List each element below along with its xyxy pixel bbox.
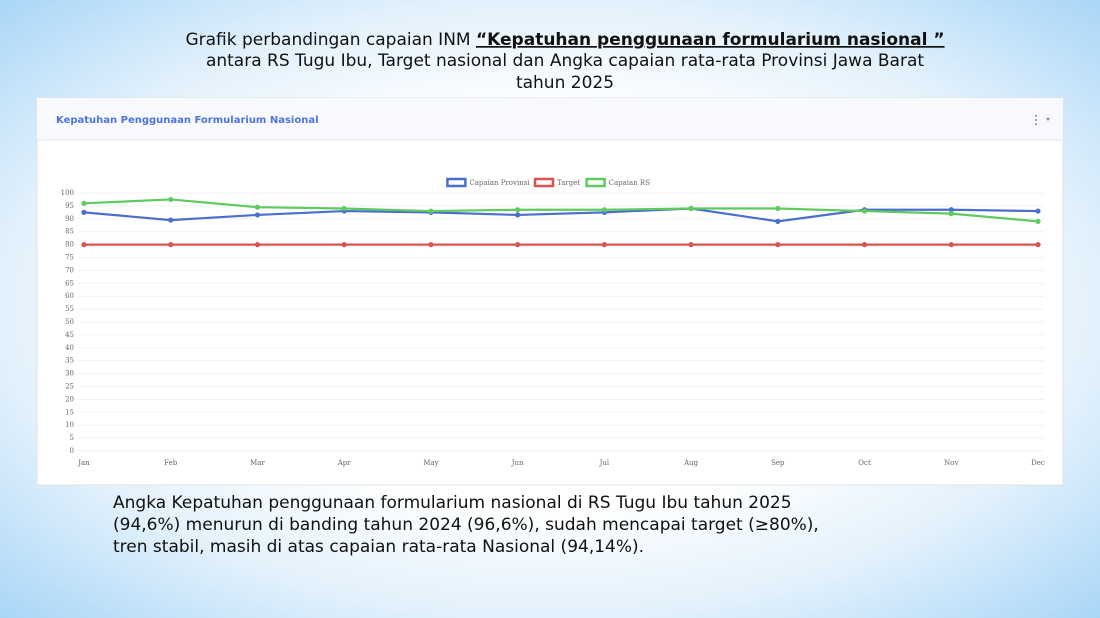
y-tick-label: 70 <box>65 266 74 274</box>
x-tick-label: Feb <box>164 459 178 467</box>
menu-caret[interactable] <box>1046 118 1050 121</box>
menu-dot[interactable] <box>1035 123 1037 125</box>
data-point <box>775 205 781 212</box>
y-tick-label: 20 <box>65 395 74 403</box>
data-point <box>688 242 694 248</box>
x-tick-label: Mar <box>250 459 265 467</box>
data-point <box>341 242 347 248</box>
data-point <box>601 242 607 248</box>
data-point <box>775 242 781 248</box>
data-point <box>775 218 781 224</box>
footer-line: (94,6%) menurun di banding tahun 2024 (9… <box>113 515 819 535</box>
header-emphasis: “Kepatuhan penggunaan formularium nasion… <box>476 30 945 50</box>
y-tick-label: 55 <box>65 305 74 313</box>
plot: 0 5 10 15 20 25 30 35 40 45 50 55 60 65 70 75 80 85 90 95 10… <box>61 177 1045 467</box>
x-tick-label: Jan <box>77 459 90 467</box>
menu-dot[interactable] <box>1035 115 1037 117</box>
y-tick-label: 25 <box>65 383 74 391</box>
legend-label: Capaian RS <box>609 179 651 187</box>
y-tick-label: 45 <box>65 331 74 339</box>
data-point <box>168 242 174 248</box>
data-point <box>254 204 261 210</box>
y-tick-label: 35 <box>65 357 74 365</box>
data-point <box>515 207 521 213</box>
y-tick-label: 60 <box>65 292 74 300</box>
x-tick-label: Aug <box>683 459 699 467</box>
data-point <box>428 208 434 214</box>
y-tick-label: 0 <box>70 447 74 455</box>
footer-line: Angka Kepatuhan penggunaan formularium n… <box>113 493 792 513</box>
data-point <box>515 212 521 218</box>
data-point <box>428 242 434 248</box>
y-tick-label: 75 <box>65 254 74 262</box>
legend-label: Capaian Provinsi <box>469 179 530 187</box>
x-tick-label: Oct <box>858 459 871 467</box>
y-tick-label: 85 <box>65 228 74 236</box>
series-line <box>83 207 1039 223</box>
y-tick-label: 10 <box>65 421 74 429</box>
panel-header <box>37 98 1063 140</box>
data-point <box>168 217 174 223</box>
y-tick-label: 40 <box>65 344 74 352</box>
series-line <box>83 198 1039 223</box>
x-tick-label: Jul <box>599 459 610 467</box>
data-point <box>948 242 954 248</box>
panel-menu[interactable] <box>1035 115 1050 125</box>
data-point <box>341 205 347 212</box>
data-point <box>81 200 87 206</box>
legend-swatch <box>585 177 606 188</box>
x-tick-label: May <box>423 459 438 467</box>
data-point <box>948 211 954 217</box>
data-point <box>948 207 954 213</box>
x-tick-label: Sep <box>771 459 785 467</box>
data-point <box>81 242 87 248</box>
data-point <box>688 205 694 212</box>
y-tick-label: 80 <box>65 241 74 249</box>
y-tick-label: 5 <box>70 434 74 442</box>
y-tick-label: 95 <box>65 202 74 210</box>
x-tick-label: Apr <box>337 459 352 467</box>
y-tick-label: 15 <box>65 408 74 416</box>
x-tick-label: Dec <box>1031 459 1045 467</box>
data-point <box>1035 208 1041 214</box>
data-point <box>515 242 521 248</box>
data-point <box>81 209 87 215</box>
chart-title: Kepatuhan Penggunaan Formularium Nasiona… <box>56 115 319 126</box>
y-tick-label: 30 <box>65 370 74 378</box>
y-tick-label: 90 <box>65 215 74 223</box>
y-tick-label: 65 <box>65 279 74 287</box>
menu-dot[interactable] <box>1035 119 1037 121</box>
data-point <box>168 196 174 203</box>
data-point <box>1035 242 1041 248</box>
y-tick-label: 50 <box>65 318 74 326</box>
data-point <box>861 242 868 248</box>
x-tick-label: Nov <box>944 459 958 467</box>
legend-swatch <box>533 177 555 188</box>
data-point <box>601 207 607 213</box>
header-text: Grafik perbandingan capaian INM <box>185 30 476 50</box>
header-line: antara RS Tugu Ibu, Target nasional dan … <box>206 51 924 71</box>
legend-swatch <box>446 177 467 188</box>
data-point <box>861 208 868 214</box>
data-point <box>1035 218 1041 224</box>
header-line: Grafik perbandingan capaian INM “Kepatuh… <box>185 30 944 50</box>
header-line: tahun 2025 <box>516 73 614 93</box>
y-tick-label: 100 <box>61 189 74 197</box>
data-point <box>254 212 261 218</box>
legend-label: Target <box>557 179 580 187</box>
chart-panel <box>36 97 1064 486</box>
data-point <box>254 242 261 248</box>
x-tick-label: Jun <box>511 459 524 467</box>
footer-line: tren stabil, masih di atas capaian rata-… <box>113 537 644 557</box>
